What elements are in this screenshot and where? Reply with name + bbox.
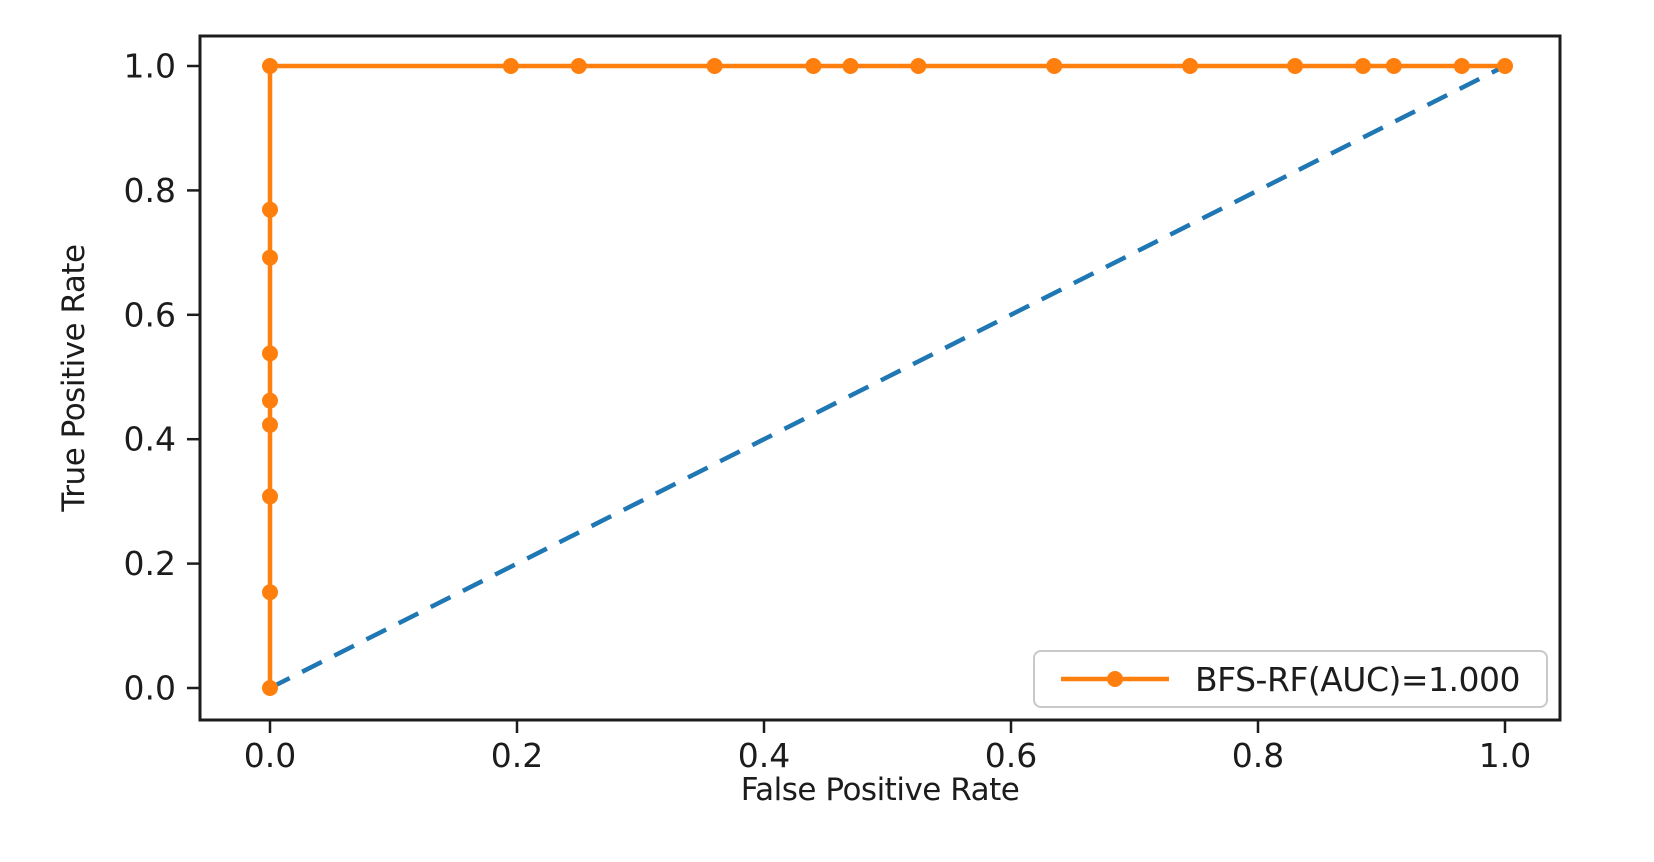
x-tick-label: 0.8: [1232, 736, 1284, 775]
x-tick-label: 0.2: [491, 736, 543, 775]
roc-curve-line: [267, 63, 1505, 688]
legend-sample-marker: [1107, 671, 1124, 687]
x-tick-label: 0.6: [985, 736, 1037, 775]
legend-line-sample: [1061, 671, 1170, 687]
data-point-marker: [262, 58, 278, 74]
data-point-marker: [842, 58, 859, 74]
y-tick-label: 0.8: [124, 171, 176, 210]
axes-frame: [198, 34, 1562, 722]
data-point-marker: [1354, 58, 1371, 74]
data-point-marker: [262, 416, 278, 433]
data-point-marker: [262, 201, 278, 218]
y-tick-label: 0.2: [124, 544, 176, 583]
data-point-marker: [1046, 58, 1063, 74]
x-tick-label: 0.4: [738, 736, 790, 775]
x-tick-label: 1.0: [1479, 736, 1531, 775]
y-tick-label: 0.4: [124, 420, 176, 459]
data-point-marker: [1385, 58, 1402, 74]
y-tick-label: 0.0: [124, 669, 176, 708]
data-point-marker: [1453, 58, 1470, 74]
data-point-marker: [706, 58, 723, 74]
y-tick-label: 1.0: [124, 47, 176, 86]
x-tick-label: 0.0: [244, 736, 296, 775]
data-point-marker: [262, 392, 278, 409]
y-tick-label: 0.6: [124, 295, 176, 334]
roc-curve-series: [262, 58, 1513, 696]
reference-line-series: [268, 63, 1507, 691]
data-point-marker: [1287, 58, 1304, 74]
legend-label: BFS-RF(AUC)=1.000: [1195, 659, 1520, 699]
data-point-marker: [262, 488, 278, 505]
data-point-marker: [262, 345, 278, 362]
data-point-marker: [502, 58, 519, 74]
data-point-marker: [570, 58, 587, 74]
x-axis-label: False Positive Rate: [740, 772, 1020, 808]
legend: BFS-RF(AUC)=1.000: [1033, 650, 1548, 708]
data-point-marker: [262, 249, 278, 266]
reference-line-line: [268, 63, 1507, 691]
data-point-marker: [1182, 58, 1199, 74]
data-point-marker: [910, 58, 927, 74]
data-point-marker: [1497, 58, 1513, 74]
y-axis-label: True Positive Rate: [56, 244, 92, 512]
x-axis-ticks: 0.0 0.2 0.4 0.6 0.8 1.0: [244, 720, 1531, 775]
data-point-marker: [805, 58, 822, 74]
data-point-marker: [262, 584, 278, 601]
data-point-marker: [262, 680, 278, 696]
y-axis-ticks: 0.0 0.2 0.4 0.6 0.8 1.0: [124, 47, 200, 708]
